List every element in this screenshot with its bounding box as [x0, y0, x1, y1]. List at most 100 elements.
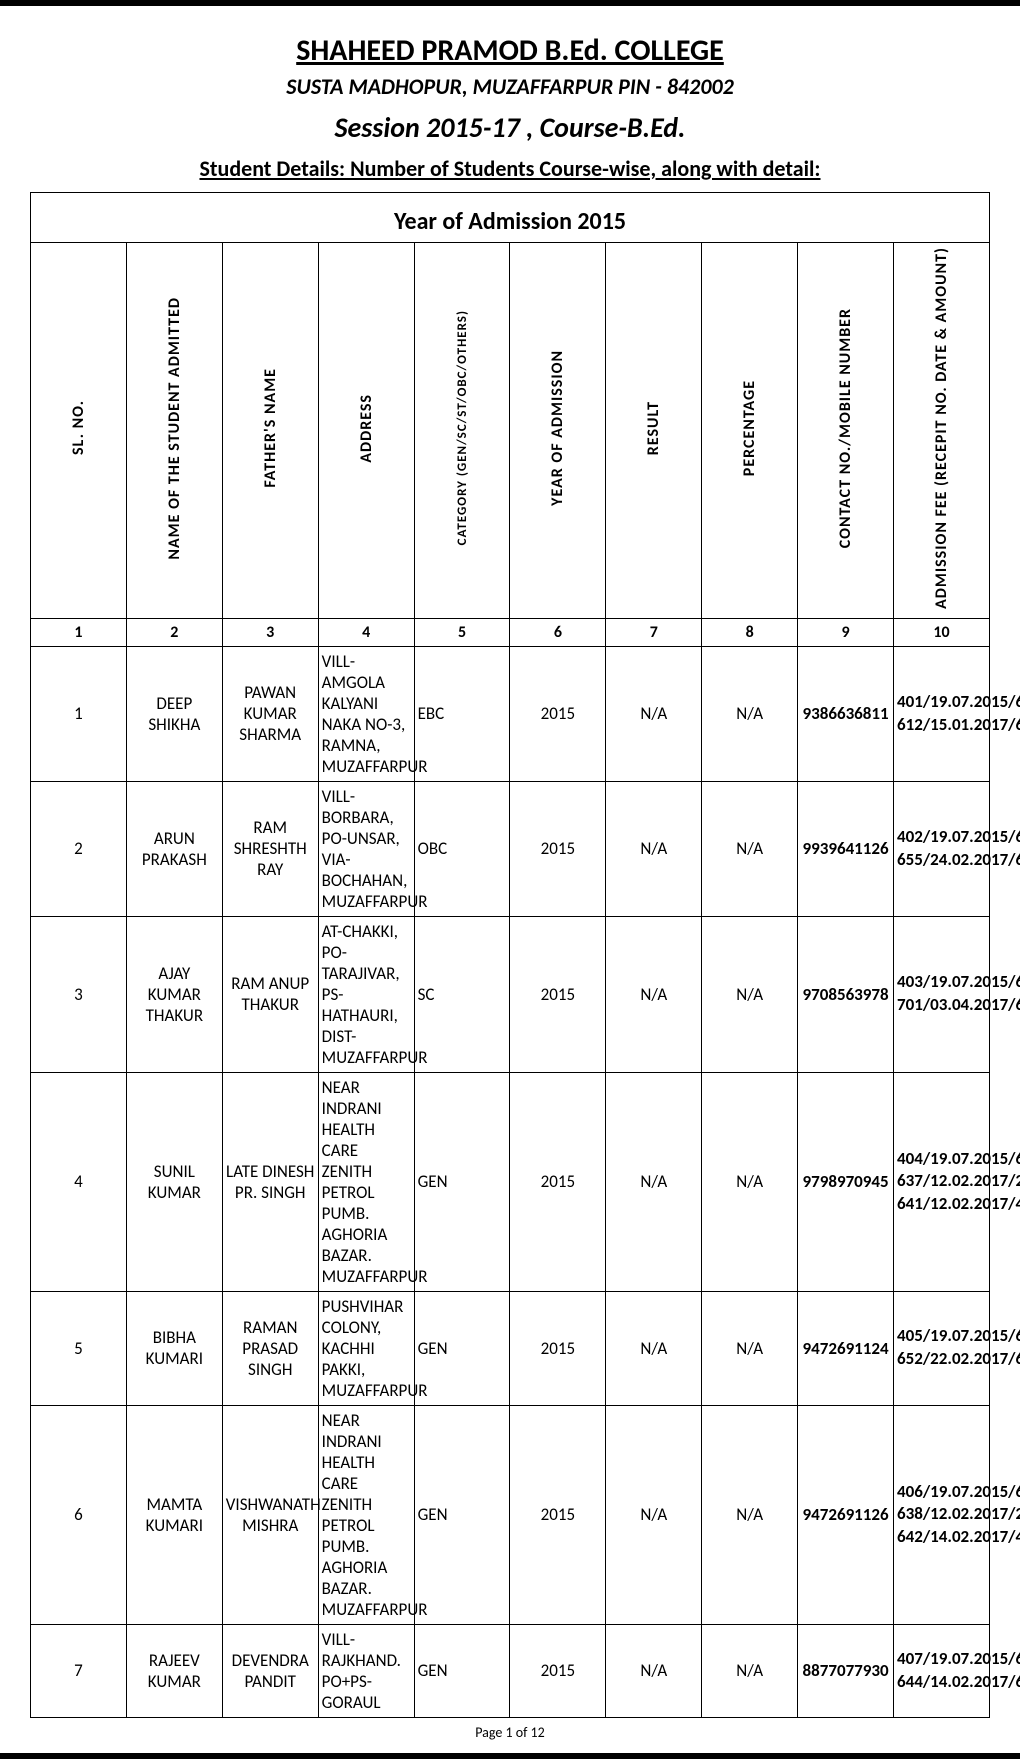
cell-pct: N/A — [702, 1072, 798, 1291]
cell-year: 2015 — [510, 646, 606, 781]
cell-address: VILL-AMGOLA KALYANI NAKA NO-3, RAMNA, MU… — [318, 646, 414, 781]
cell-phone: 8877077930 — [798, 1624, 894, 1717]
cell-phone: 9472691124 — [798, 1291, 894, 1405]
page: SHAHEED PRAMOD B.Ed. COLLEGE SUSTA MADHO… — [0, 0, 1020, 1759]
colnum: 1 — [31, 618, 127, 646]
col-header-address: ADDRESS — [318, 243, 414, 619]
table-body: 1DEEP SHIKHAPAWAN KUMAR SHARMAVILL-AMGOL… — [31, 646, 990, 1717]
cell-sl: 6 — [31, 1405, 127, 1624]
cell-result: N/A — [606, 1405, 702, 1624]
page-title: SHAHEED PRAMOD B.Ed. COLLEGE — [30, 32, 990, 69]
cell-year: 2015 — [510, 1291, 606, 1405]
table-row: 7RAJEEV KUMARDEVENDRA PANDITVILL-RAJKHAN… — [31, 1624, 990, 1717]
cell-sl: 7 — [31, 1624, 127, 1717]
cell-sl: 2 — [31, 781, 127, 916]
cell-address: NEAR INDRANI HEALTH CARE ZENITH PETROL P… — [318, 1405, 414, 1624]
col-header-admission: ADMISSION FEE (RECEPIT NO. DATE & AMOUNT… — [894, 243, 990, 619]
cell-category: OBC — [414, 781, 510, 916]
cell-year: 2015 — [510, 1072, 606, 1291]
colnum: 6 — [510, 618, 606, 646]
cell-name: MAMTA KUMARI — [126, 1405, 222, 1624]
student-table: Year of Admission 2015 SL. NO. NAME OF T… — [30, 192, 990, 1718]
table-header-row: SL. NO. NAME OF THE STUDENT ADMITTED FAT… — [31, 243, 990, 619]
cell-name: ARUN PRAKASH — [126, 781, 222, 916]
colnum: 5 — [414, 618, 510, 646]
cell-result: N/A — [606, 646, 702, 781]
colnum: 7 — [606, 618, 702, 646]
colnum: 9 — [798, 618, 894, 646]
cell-sl: 5 — [31, 1291, 127, 1405]
cell-address: AT-CHAKKI, PO-TARAJIVAR, PS-HATHAURI, DI… — [318, 916, 414, 1072]
cell-admission: 403/19.07.2015/65000.00701/03.04.2017/65… — [894, 916, 990, 1072]
colnum: 10 — [894, 618, 990, 646]
col-header-sl: SL. NO. — [31, 243, 127, 619]
cell-pct: N/A — [702, 646, 798, 781]
cell-sl: 4 — [31, 1072, 127, 1291]
cell-sl: 1 — [31, 646, 127, 781]
col-header-phone: CONTACT NO./MOBILE NUMBER — [798, 243, 894, 619]
cell-category: GEN — [414, 1291, 510, 1405]
cell-admission: 407/19.07.2015/65000.00644/14.02.2017/65… — [894, 1624, 990, 1717]
cell-phone: 9939641126 — [798, 781, 894, 916]
year-of-admission-title: Year of Admission 2015 — [31, 207, 989, 236]
cell-year: 2015 — [510, 1405, 606, 1624]
page-subtitle-details: Student Details: Number of Students Cour… — [30, 155, 990, 182]
cell-sl: 3 — [31, 916, 127, 1072]
cell-father: PAWAN KUMAR SHARMA — [222, 646, 318, 781]
cell-admission: 406/19.07.2015/65000.00638/12.02.2017/20… — [894, 1405, 990, 1624]
cell-category: GEN — [414, 1405, 510, 1624]
colnum: 2 — [126, 618, 222, 646]
cell-result: N/A — [606, 1291, 702, 1405]
col-header-father: FATHER'S NAME — [222, 243, 318, 619]
cell-pct: N/A — [702, 1405, 798, 1624]
cell-phone: 9386636811 — [798, 646, 894, 781]
page-subtitle-address: SUSTA MADHOPUR, MUZAFFARPUR PIN - 842002 — [30, 73, 990, 100]
cell-phone: 9472691126 — [798, 1405, 894, 1624]
cell-admission: 405/19.07.2015/65000.00652/22.02.2017/65… — [894, 1291, 990, 1405]
cell-father: DEVENDRA PANDIT — [222, 1624, 318, 1717]
cell-year: 2015 — [510, 916, 606, 1072]
cell-result: N/A — [606, 1624, 702, 1717]
cell-name: SUNIL KUMAR — [126, 1072, 222, 1291]
cell-father: RAMAN PRASAD SINGH — [222, 1291, 318, 1405]
cell-admission: 402/19.07.2015/65000.00655/24.02.2017/65… — [894, 781, 990, 916]
page-subtitle-session: Session 2015-17 , Course-B.Ed. — [30, 110, 990, 145]
page-footer: Page 1 of 12 — [30, 1718, 990, 1743]
cell-father: VISHWANATH MISHRA — [222, 1405, 318, 1624]
cell-admission: 401/19.07.2015/65000.00612/15.01.2017/65… — [894, 646, 990, 781]
cell-name: BIBHA KUMARI — [126, 1291, 222, 1405]
colnum: 4 — [318, 618, 414, 646]
cell-year: 2015 — [510, 781, 606, 916]
col-header-category: CATEGORY (GEN/SC/ST/OBC/OTHERS) — [414, 243, 510, 619]
cell-father: LATE DINESH PR. SINGH — [222, 1072, 318, 1291]
cell-category: EBC — [414, 646, 510, 781]
cell-phone: 9708563978 — [798, 916, 894, 1072]
table-row: 4SUNIL KUMARLATE DINESH PR. SINGHNEAR IN… — [31, 1072, 990, 1291]
cell-name: AJAY KUMAR THAKUR — [126, 916, 222, 1072]
cell-year: 2015 — [510, 1624, 606, 1717]
table-row: 6MAMTA KUMARIVISHWANATH MISHRANEAR INDRA… — [31, 1405, 990, 1624]
cell-address: NEAR INDRANI HEALTH CARE ZENITH PETROL P… — [318, 1072, 414, 1291]
cell-result: N/A — [606, 781, 702, 916]
cell-pct: N/A — [702, 1624, 798, 1717]
col-header-year: YEAR OF ADMISSION — [510, 243, 606, 619]
cell-pct: N/A — [702, 1291, 798, 1405]
cell-category: SC — [414, 916, 510, 1072]
table-row: 3AJAY KUMAR THAKURRAM ANUP THAKURAT-CHAK… — [31, 916, 990, 1072]
col-header-pct: PERCENTAGE — [702, 243, 798, 619]
cell-result: N/A — [606, 916, 702, 1072]
cell-address: VILL-RAJKHAND. PO+PS-GORAUL — [318, 1624, 414, 1717]
cell-father: RAM SHRESHTH RAY — [222, 781, 318, 916]
table-row: 2ARUN PRAKASHRAM SHRESHTH RAYVILL-BORBAR… — [31, 781, 990, 916]
table-row: 1DEEP SHIKHAPAWAN KUMAR SHARMAVILL-AMGOL… — [31, 646, 990, 781]
cell-father: RAM ANUP THAKUR — [222, 916, 318, 1072]
cell-address: VILL-BORBARA, PO-UNSAR, VIA-BOCHAHAN, MU… — [318, 781, 414, 916]
cell-result: N/A — [606, 1072, 702, 1291]
cell-pct: N/A — [702, 781, 798, 916]
cell-address: PUSHVIHAR COLONY, KACHHI PAKKI, MUZAFFAR… — [318, 1291, 414, 1405]
cell-name: RAJEEV KUMAR — [126, 1624, 222, 1717]
cell-phone: 9798970945 — [798, 1072, 894, 1291]
cell-pct: N/A — [702, 916, 798, 1072]
cell-category: GEN — [414, 1072, 510, 1291]
table-row: 5BIBHA KUMARIRAMAN PRASAD SINGHPUSHVIHAR… — [31, 1291, 990, 1405]
